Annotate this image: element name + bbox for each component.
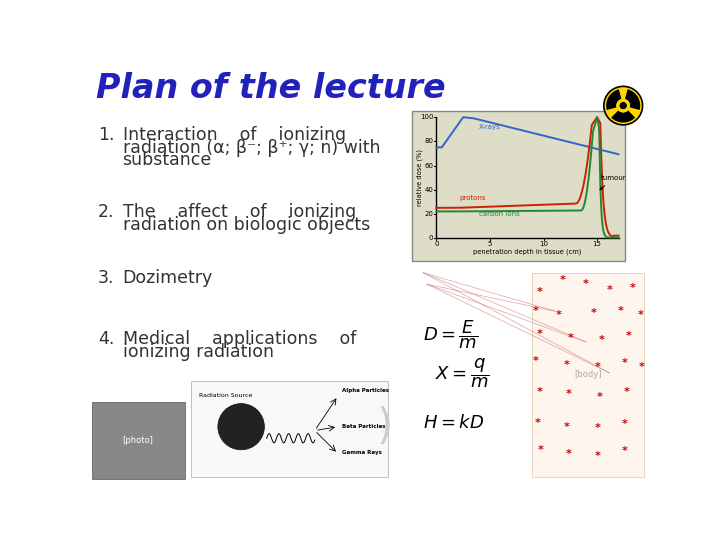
- Text: radiation on biologic objects: radiation on biologic objects: [122, 215, 370, 234]
- Circle shape: [616, 99, 630, 112]
- Text: *: *: [556, 310, 562, 320]
- Text: The    affect    of    ionizing: The affect of ionizing: [122, 204, 356, 221]
- Text: *: *: [622, 420, 628, 429]
- Text: Alpha Particles: Alpha Particles: [342, 388, 389, 393]
- Text: *: *: [618, 306, 624, 316]
- Text: [body]: [body]: [574, 370, 602, 379]
- Text: *: *: [567, 333, 573, 343]
- Text: 20: 20: [425, 211, 433, 217]
- Text: *: *: [566, 389, 572, 400]
- Text: tumour: tumour: [600, 175, 626, 190]
- Text: *: *: [639, 362, 644, 372]
- Text: Gamma Rays: Gamma Rays: [342, 450, 382, 455]
- Text: $X = \dfrac{q}{m}$: $X = \dfrac{q}{m}$: [435, 356, 490, 390]
- Wedge shape: [611, 110, 635, 123]
- Text: *: *: [560, 275, 566, 286]
- Text: X-rays: X-rays: [479, 124, 501, 130]
- Text: *: *: [564, 422, 570, 431]
- Text: Interaction    of    ionizing: Interaction of ionizing: [122, 126, 346, 144]
- Text: *: *: [533, 356, 539, 366]
- Text: 4.: 4.: [98, 330, 114, 348]
- Text: 3.: 3.: [98, 269, 114, 287]
- Text: *: *: [533, 306, 539, 316]
- Wedge shape: [606, 89, 621, 110]
- Text: *: *: [629, 283, 636, 293]
- Text: *: *: [595, 451, 600, 461]
- Text: *: *: [622, 447, 628, 456]
- Text: 0: 0: [434, 241, 438, 247]
- Circle shape: [616, 99, 630, 112]
- Text: 5: 5: [488, 241, 492, 247]
- Text: $D = \dfrac{E}{m}$: $D = \dfrac{E}{m}$: [423, 318, 479, 350]
- Text: *: *: [637, 310, 643, 320]
- Circle shape: [604, 86, 642, 125]
- Text: Radiation Source: Radiation Source: [199, 394, 252, 399]
- Text: 80: 80: [424, 138, 433, 144]
- Text: substance: substance: [122, 151, 212, 169]
- Text: carbon ions: carbon ions: [479, 211, 520, 217]
- Text: *: *: [595, 362, 600, 372]
- Text: penetration depth in tissue (cm): penetration depth in tissue (cm): [473, 249, 582, 255]
- Text: *: *: [597, 393, 603, 402]
- Text: 40: 40: [425, 187, 433, 193]
- Bar: [91, 402, 184, 479]
- Text: [photo]: [photo]: [122, 436, 153, 445]
- Text: Dozimetry: Dozimetry: [122, 269, 213, 287]
- Text: relative dose (%): relative dose (%): [416, 149, 423, 206]
- Text: 10: 10: [539, 241, 548, 247]
- Bar: [532, 273, 644, 477]
- Text: ionizing radiation: ionizing radiation: [122, 343, 274, 361]
- Text: *: *: [591, 308, 597, 318]
- Text: 15: 15: [593, 241, 602, 247]
- Text: *: *: [583, 279, 589, 289]
- Text: Medical    applications    of: Medical applications of: [122, 330, 356, 348]
- Text: $H = kD$: $H = kD$: [423, 414, 485, 432]
- Text: Plan of the lecture: Plan of the lecture: [96, 72, 446, 105]
- Text: *: *: [622, 358, 628, 368]
- Text: *: *: [606, 285, 612, 295]
- Text: *: *: [536, 287, 542, 297]
- Text: Beta Particles: Beta Particles: [342, 424, 385, 429]
- Text: *: *: [538, 445, 544, 455]
- Text: 60: 60: [424, 163, 433, 168]
- Text: 1.: 1.: [98, 126, 114, 144]
- Text: 0: 0: [429, 235, 433, 241]
- Text: radiation (α; β⁻; β⁺; γ; n) with: radiation (α; β⁻; β⁺; γ; n) with: [122, 139, 380, 157]
- Bar: [412, 111, 625, 261]
- Text: *: *: [624, 387, 630, 397]
- Text: *: *: [598, 335, 604, 346]
- Text: *: *: [595, 423, 600, 433]
- Text: *: *: [536, 329, 542, 339]
- Circle shape: [620, 102, 626, 109]
- Wedge shape: [625, 89, 640, 110]
- Text: protons: protons: [459, 195, 486, 201]
- Text: *: *: [626, 331, 631, 341]
- Bar: [191, 381, 388, 477]
- Text: *: *: [535, 418, 541, 428]
- Text: ): ): [377, 406, 393, 448]
- Text: *: *: [566, 449, 572, 458]
- Text: 2.: 2.: [98, 204, 114, 221]
- Circle shape: [620, 102, 626, 109]
- Text: *: *: [564, 360, 570, 370]
- Circle shape: [218, 403, 264, 450]
- Text: *: *: [536, 387, 542, 397]
- Text: 100: 100: [420, 114, 433, 120]
